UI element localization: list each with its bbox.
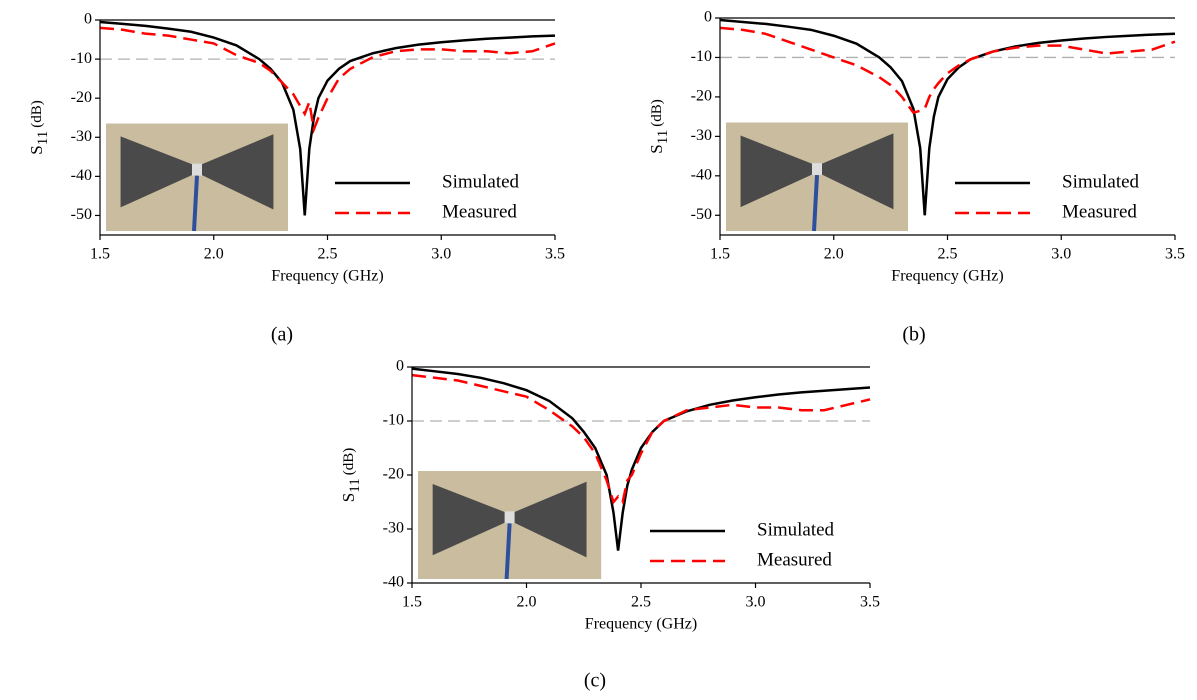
antenna-left <box>120 136 193 208</box>
connector <box>812 163 822 176</box>
y-tick-label: -30 <box>71 128 92 145</box>
x-tick-label: 2.5 <box>938 246 958 263</box>
y-label-sub: 11 <box>347 478 363 492</box>
y-label-sub: 11 <box>35 131 51 145</box>
y-axis-label: S11 (dB) <box>647 99 672 153</box>
x-tick-label: 2.5 <box>631 594 651 611</box>
connector <box>192 163 202 176</box>
y-label-unit: (dB) <box>341 448 357 476</box>
y-tick-label: -10 <box>71 50 92 67</box>
cable <box>504 523 512 580</box>
legend-label: Simulated <box>1062 171 1140 192</box>
series-line <box>719 26 1176 115</box>
x-axis-label: Frequency (GHz) <box>271 268 383 285</box>
y-label-main: S <box>27 145 46 154</box>
y-tick-label: -40 <box>383 574 404 591</box>
panel-label: (c) <box>584 670 606 692</box>
x-tick-label: 3.0 <box>431 246 451 263</box>
y-label-main: S <box>339 493 358 502</box>
x-tick-label: 3.5 <box>545 246 565 263</box>
chart-panel: 0 -10 -20 -30 -40 -50 1.5 2.0 2.5 3.0 3.5 Frequency… <box>647 9 1185 346</box>
cable <box>192 175 199 232</box>
inset-photo <box>726 122 908 232</box>
y-label-unit: (dB) <box>29 100 45 128</box>
legend-label: Measured <box>1062 201 1137 222</box>
x-tick-label: 3.0 <box>746 594 766 611</box>
y-axis-label: S11 (dB) <box>339 448 364 502</box>
panel-label: (b) <box>902 324 925 346</box>
y-axis-label: S11 (dB) <box>27 100 52 154</box>
y-tick-label: 0 <box>704 9 712 26</box>
y-tick-label: 0 <box>396 358 404 375</box>
x-tick-label: 3.0 <box>1051 246 1071 263</box>
connector <box>504 511 515 524</box>
y-tick-label: -20 <box>383 466 404 483</box>
chart-panel: 0 -10 -20 -30 -40 1.5 2.0 2.5 3.0 3.5 Frequency (G… <box>339 358 880 692</box>
x-tick-label: 2.0 <box>204 246 224 263</box>
series-line <box>99 26 556 135</box>
antenna-right <box>513 481 587 558</box>
y-tick-label: -20 <box>691 88 712 105</box>
panel-label: (a) <box>271 324 293 346</box>
y-tick-label: 0 <box>84 11 92 28</box>
inset-photo <box>106 123 288 232</box>
y-tick-label: -10 <box>691 48 712 65</box>
series-line <box>411 367 871 551</box>
y-tick-label: -10 <box>383 412 404 429</box>
antenna-right <box>821 133 894 210</box>
x-axis-label: Frequency (GHz) <box>891 268 1003 285</box>
x-axis-label: Frequency (GHz) <box>585 616 697 633</box>
antenna-left <box>432 483 506 556</box>
y-tick-label: -30 <box>691 127 712 144</box>
y-tick-label: -20 <box>71 89 92 106</box>
y-tick-label: -40 <box>691 166 712 183</box>
legend-label: Simulated <box>442 171 520 192</box>
y-tick-label: -50 <box>691 206 712 223</box>
legend-label: Simulated <box>757 519 835 540</box>
series-line <box>411 373 871 505</box>
y-tick-label: -40 <box>71 167 92 184</box>
x-tick-label: 1.5 <box>402 594 422 611</box>
legend-label: Measured <box>442 201 517 222</box>
y-label-main: S <box>647 144 666 153</box>
inset-photo <box>418 471 602 580</box>
chart-panel: 0 -10 -20 -30 -40 -50 1.5 2.0 2.5 3.0 3.5 Frequency… <box>27 11 565 346</box>
x-tick-label: 2.0 <box>824 246 844 263</box>
y-tick-label: -30 <box>383 520 404 537</box>
x-tick-label: 1.5 <box>90 246 110 263</box>
x-tick-label: 3.5 <box>860 594 880 611</box>
series-line <box>99 20 556 216</box>
x-tick-label: 2.5 <box>318 246 338 263</box>
x-tick-label: 3.5 <box>1165 246 1185 263</box>
y-label-sub: 11 <box>655 130 671 144</box>
x-tick-label: 2.0 <box>517 594 537 611</box>
legend-label: Measured <box>757 549 832 570</box>
antenna-left <box>740 135 813 208</box>
x-tick-label: 1.5 <box>710 246 730 263</box>
cable <box>812 174 819 232</box>
y-label-unit: (dB) <box>649 99 665 127</box>
y-tick-label: -50 <box>71 206 92 223</box>
antenna-right <box>201 134 274 210</box>
series-line <box>719 18 1176 216</box>
